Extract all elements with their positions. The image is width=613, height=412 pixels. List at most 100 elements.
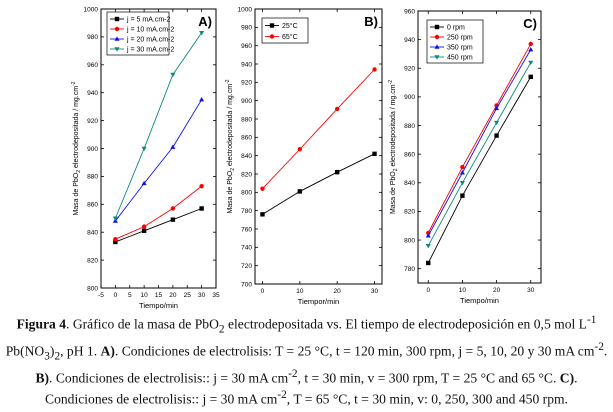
y-tick-label: 760 [241, 226, 252, 233]
legend-label: 65°C [282, 33, 298, 41]
data-point [199, 97, 205, 102]
data-point [528, 47, 534, 52]
x-tick-label: 20 [493, 287, 501, 294]
legend-label: j = 30 mA.cm-2 [126, 47, 174, 54]
data-point [141, 228, 147, 234]
series-line [262, 69, 375, 189]
data-point [528, 41, 533, 47]
figure-caption: Figura 4. Gráfico de la masa de PbO2 ele… [0, 312, 613, 408]
data-point [425, 233, 431, 238]
y-tick-label: 920 [241, 80, 252, 87]
data-point [141, 146, 147, 152]
panel-label: A) [198, 14, 212, 29]
data-point [199, 30, 205, 36]
x-tick-label: 10 [459, 287, 467, 294]
y-axis-label-sup: -2 [225, 79, 231, 84]
chart-panel-c: 0 10 20 30 780 800 820 840 860 880 900 920 940 960 Tie… [388, 8, 542, 305]
y-tick-label: 800 [241, 190, 252, 197]
caption-sup: -1 [587, 314, 597, 326]
x-tick-label: 0 [426, 287, 430, 294]
data-point [460, 164, 465, 170]
data-point [199, 206, 204, 211]
series-line [427, 43, 532, 234]
y-tick-label: 980 [241, 25, 252, 32]
data-point [170, 72, 176, 78]
caption-sub: 2 [54, 350, 61, 362]
y-tick-label: 860 [241, 135, 252, 142]
panel-label: B) [364, 14, 378, 29]
data-point [112, 216, 118, 221]
chart-panel-a: -5 0 5 10 15 20 25 30 35 800 820 840 860 880 900 920 940… [71, 6, 220, 310]
x-tick-label: 15 [155, 292, 163, 299]
series-line [427, 76, 532, 264]
y-tick-label: 940 [87, 90, 98, 97]
y-axis-label-sup: -2 [71, 81, 77, 86]
plot-frame [417, 10, 542, 284]
data-point [460, 193, 465, 198]
legend-marker [434, 44, 440, 49]
y-axis-label: Masa de PbO2 electrodepositada / mg.cm-2 [225, 79, 236, 213]
y-axis-label-sub: 2 [76, 170, 82, 173]
data-point [459, 170, 465, 175]
y-axis-label-main: Masa de PbO [390, 171, 397, 214]
x-tick-label: 30 [527, 287, 535, 294]
y-tick-label: 860 [404, 151, 415, 158]
figure-charts: -5 0 5 10 15 20 25 30 35800820840860880900920940… [71, 6, 542, 310]
y-tick-label: 920 [87, 118, 98, 125]
y-tick-label: 740 [241, 245, 252, 252]
caption-text: Pb(NO [5, 343, 45, 359]
x-axis-label: Tiempor/min [298, 297, 339, 306]
y-tick-label: 980 [87, 34, 98, 41]
series-line [262, 153, 375, 215]
y-axis-label-tail: electrodepositada / mg.cm [390, 84, 397, 168]
caption-text: . Gráfico de la masa de PbO [66, 316, 219, 332]
y-axis-label: Masa de PbO2 electrodepositada / mg.cm-2 [388, 80, 399, 214]
data-point [528, 74, 533, 80]
legend-box [261, 17, 309, 44]
legend-marker [114, 16, 120, 22]
y-tick-label: 840 [241, 153, 252, 160]
data-point [170, 217, 176, 222]
y-tick-label: 1000 [238, 6, 253, 13]
x-tick-label: 30 [198, 292, 206, 299]
y-tick-label: 900 [404, 94, 415, 101]
y-tick-label: 940 [241, 61, 252, 68]
y-tick-label: 820 [241, 171, 252, 178]
caption-sub: 2 [218, 323, 225, 336]
y-tick-label: 780 [241, 208, 252, 215]
data-point [141, 180, 147, 186]
y-axis-label-sub: 2 [230, 168, 236, 171]
caption-sup: -2 [277, 388, 287, 401]
caption-label: Figura 4 [16, 316, 67, 332]
y-tick-label: 820 [87, 257, 98, 264]
legend-label: 350 rpm [447, 45, 473, 52]
legend-marker [114, 26, 120, 32]
x-tick-label: 10 [141, 292, 149, 299]
data-point [426, 260, 431, 266]
x-tick-label: 20 [334, 288, 342, 295]
chart-panel-b: 0 10 20 30 700 720 740 760 780 800 820 840 860 880 900… [225, 6, 383, 306]
x-tick-label: 5 [128, 292, 132, 299]
caption-panel-c: C) [559, 370, 575, 386]
data-point [528, 60, 534, 66]
y-axis-label-main: Masa de PbO [73, 172, 80, 215]
y-tick-label: 920 [404, 66, 415, 73]
y-tick-label: 960 [87, 62, 98, 69]
data-point [170, 144, 176, 149]
series-line [115, 185, 202, 240]
data-point [297, 147, 303, 152]
data-point [260, 212, 265, 217]
series-line [427, 49, 532, 236]
caption-text: . Condiciones de electrolisis:: j = 30 m… [45, 370, 578, 407]
legend-label: 0 rpm [447, 25, 465, 32]
y-tick-label: 800 [404, 237, 415, 244]
data-point [425, 244, 431, 249]
x-tick-label: 10 [296, 288, 304, 295]
y-tick-label: 800 [87, 285, 98, 292]
caption-panel-a: A) [100, 343, 115, 359]
caption-text: electrodepositada vs. El tiempo de elect… [224, 316, 587, 332]
legend-marker [434, 55, 440, 60]
y-axis-label: Masa de PbO2 electrodepositada / mg.cm-2 [71, 81, 82, 215]
y-axis-label-sub: 2 [393, 168, 399, 171]
y-tick-label: 840 [87, 230, 98, 237]
